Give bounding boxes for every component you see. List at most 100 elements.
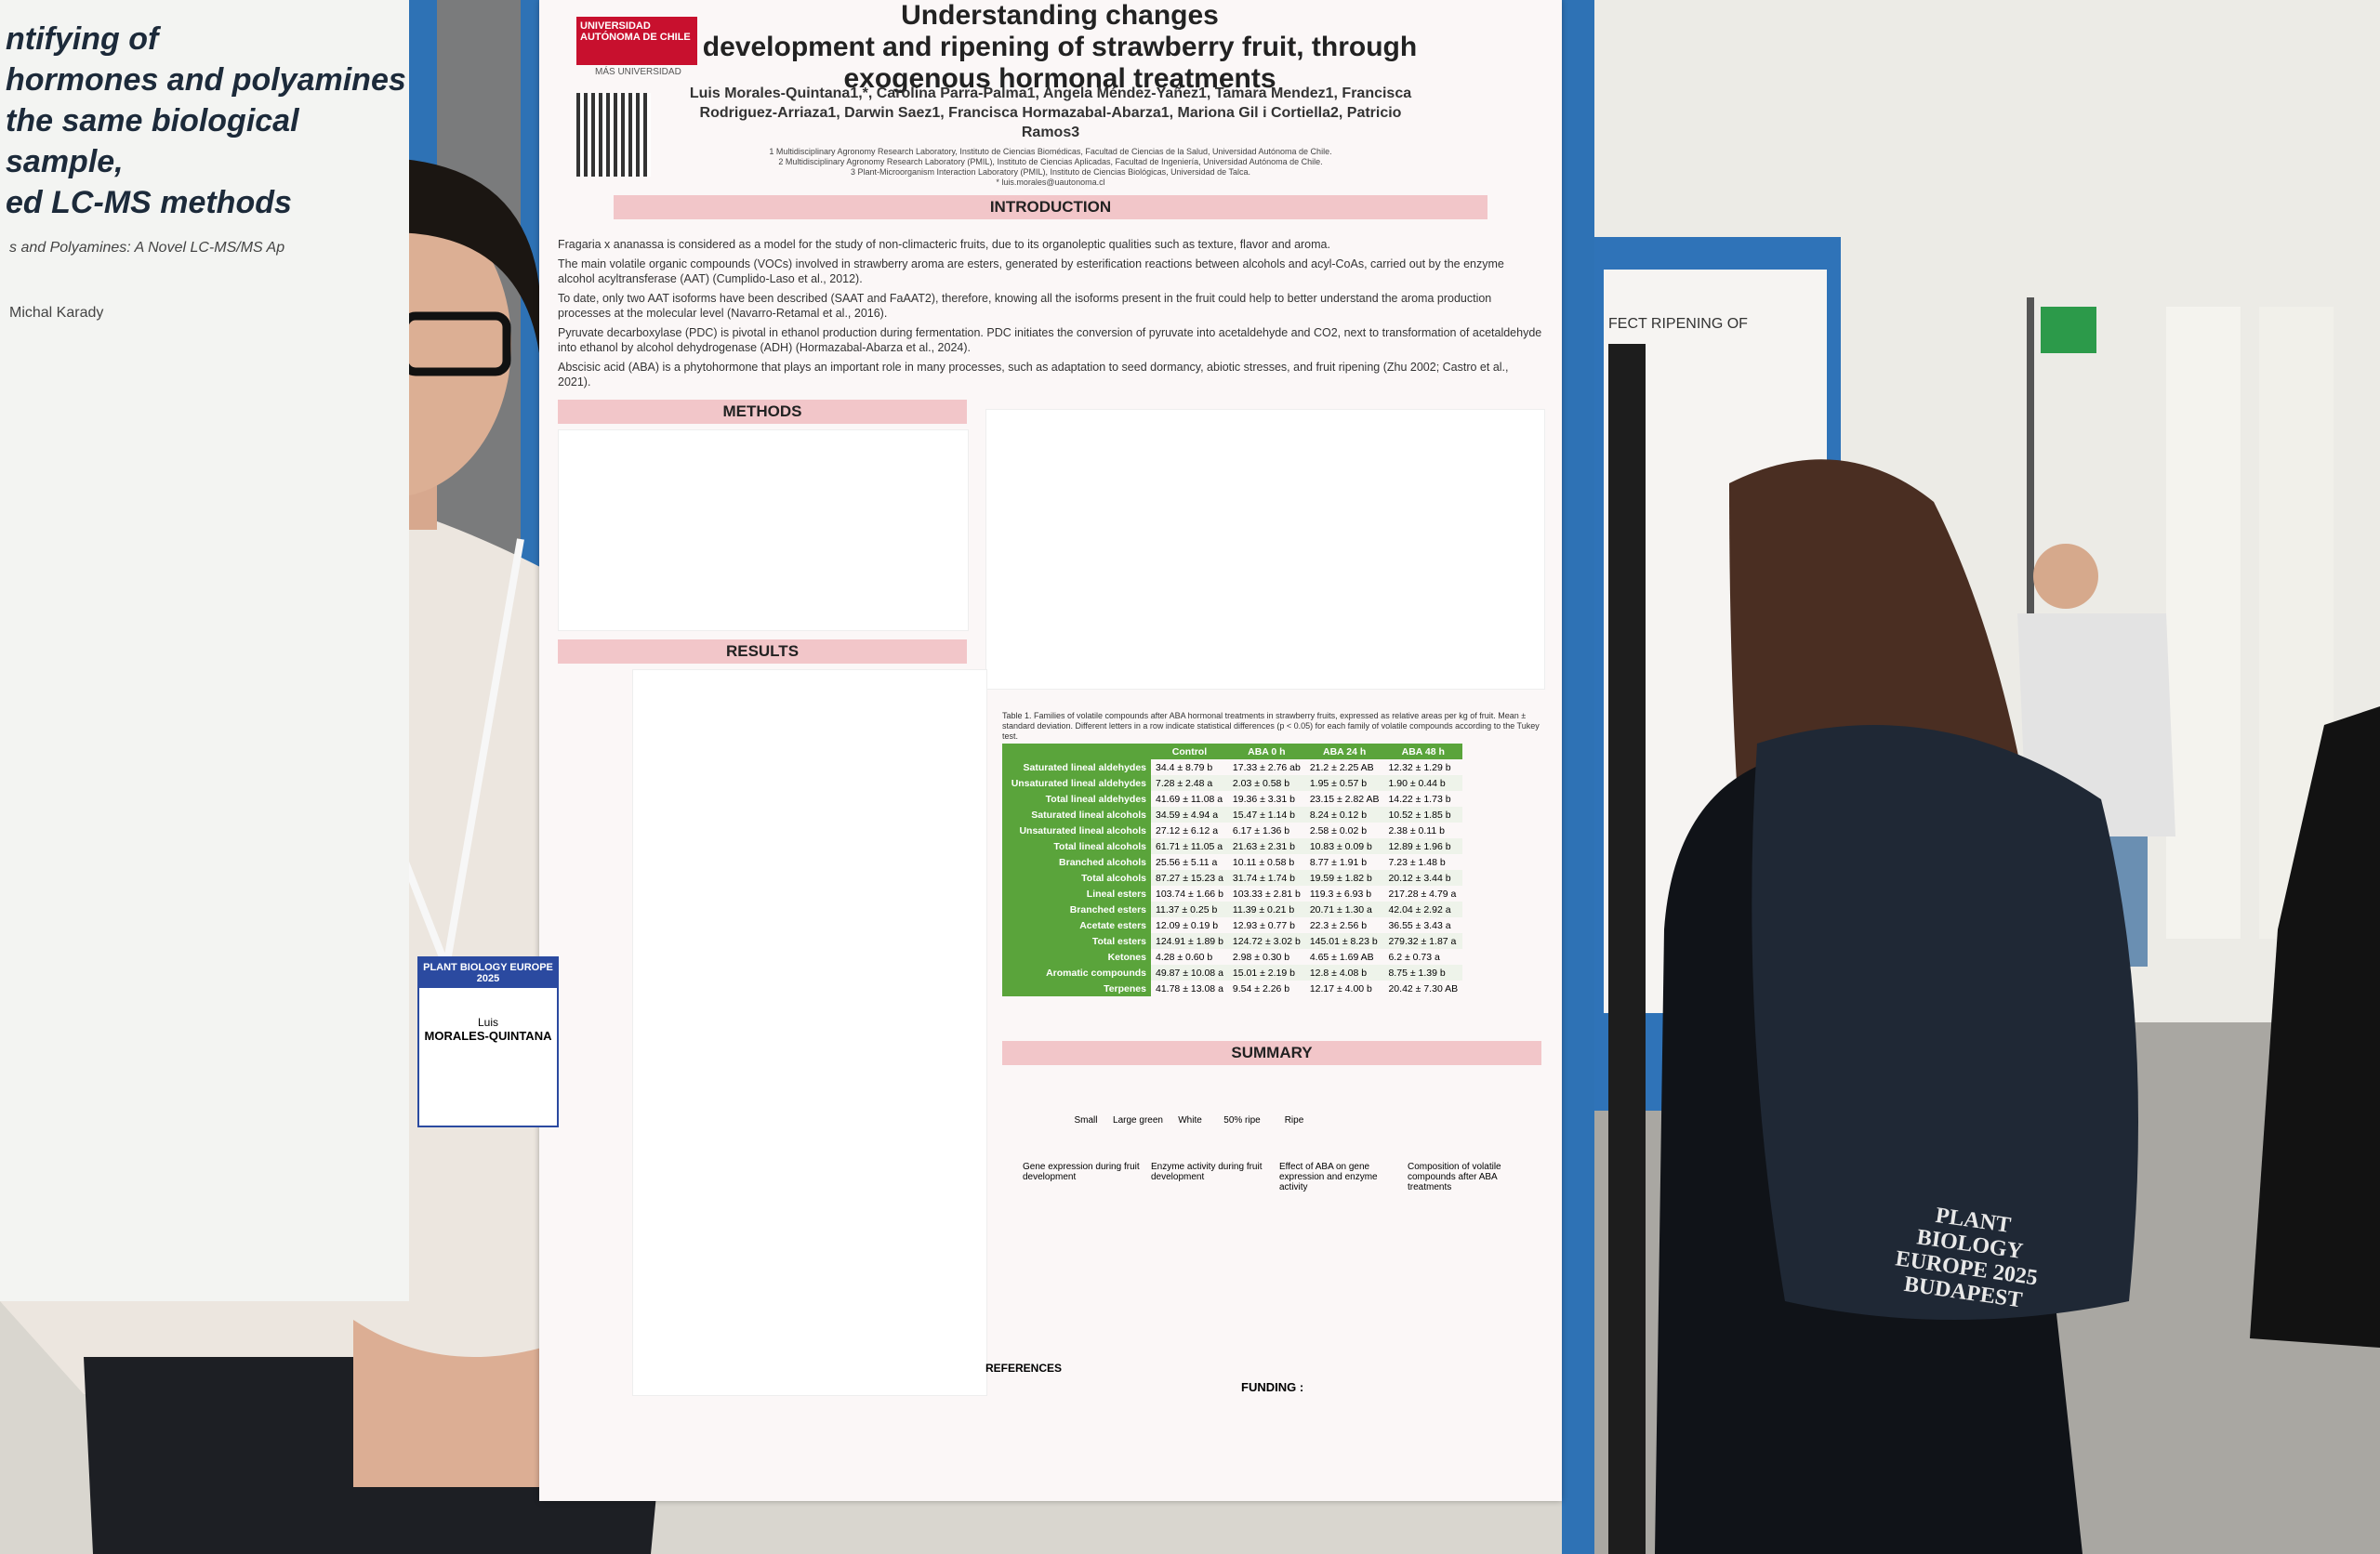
- table-cell: 11.37 ± 0.25 b: [1151, 902, 1228, 917]
- left-poster-title: ntifying of hormones and polyamines the sa…: [0, 0, 409, 223]
- table-header-row: Control ABA 0 h ABA 24 h ABA 48 h: [1002, 744, 1463, 759]
- row-name: Saturated lineal alcohols: [1002, 807, 1151, 823]
- summary-label: Enzyme activity during fruit development: [1151, 1162, 1263, 1182]
- table-cell: 61.71 ± 11.05 a: [1151, 838, 1228, 854]
- title-line: development and ripening of strawberry f…: [702, 32, 1418, 62]
- summary-label: Composition of volatile compounds after …: [1408, 1162, 1501, 1192]
- row-name: Aromatic compounds: [1002, 965, 1151, 981]
- table-cell: 12.93 ± 0.77 b: [1232, 919, 1295, 931]
- table-cell: 11.39 ± 0.21 b: [1227, 902, 1305, 917]
- exit-sign: [2041, 307, 2096, 353]
- person-dress: [2250, 706, 2380, 1348]
- table-cell: 7.28 ± 2.48 a: [1151, 775, 1228, 791]
- table-cell: 8.77 ± 1.91 b: [1309, 856, 1368, 868]
- introduction: Fragaria x ananassa is considered as a m…: [558, 237, 1543, 394]
- row-name: Saturated lineal aldehydes: [1002, 759, 1151, 775]
- fruit-stage: Ripe: [1284, 1115, 1304, 1126]
- row-name: Ketones: [1002, 949, 1151, 965]
- right-poster-title: FECT RIPENING OF: [1608, 316, 1748, 332]
- badge-last-name: MORALES-QUINTANA: [424, 1029, 552, 1043]
- table-header: ABA 0 h: [1227, 744, 1305, 759]
- table-cell: 6.2 ± 0.73 a: [1388, 951, 1440, 963]
- intro-bullet: Pyruvate decarboxylase (PDC) is pivotal …: [558, 326, 1542, 354]
- table-header: ABA 48 h: [1383, 744, 1463, 759]
- university-tagline: MÁS UNIVERSIDAD: [595, 67, 681, 77]
- table-corner: [1002, 744, 1151, 759]
- expression-figure: [985, 409, 1545, 690]
- summary-label: Effect of ABA on gene expression and enz…: [1279, 1162, 1378, 1192]
- table-row: Total esters 124.91 ± 1.89 b 124.72 ± 3.02…: [1002, 933, 1463, 949]
- left-poster-subtitle: s and Polyamines: A Novel LC-MS/MS Ap: [9, 240, 285, 256]
- backpack-print: PLANT BIOLOGY EUROPE 2025 BUDAPEST: [1891, 1199, 2046, 1314]
- poster-board-frame: [1562, 0, 1594, 1554]
- intro-bullet: To date, only two AAT isoforms have been…: [558, 292, 1492, 320]
- table-cell: 87.27 ± 15.23 a: [1151, 870, 1228, 886]
- table-row: Saturated lineal aldehydes 34.4 ± 8.79 b 1…: [1002, 759, 1462, 775]
- table-cell: 34.4 ± 8.79 b: [1156, 761, 1213, 773]
- table-cell: 124.72 ± 3.02 b: [1227, 933, 1305, 949]
- table-cell: 41.78 ± 13.08 a: [1156, 982, 1223, 994]
- table-cell: 8.24 ± 0.12 b: [1304, 807, 1384, 823]
- table-caption: Table 1. Families of volatile compounds …: [1002, 711, 1540, 741]
- intro-bullet: Abscisic acid (ABA) is a phytohormone th…: [558, 361, 1509, 388]
- row-name: Lineal esters: [1002, 886, 1151, 902]
- table-row: Branched esters 11.37 ± 0.25 b 11.39 ± 0.2…: [1002, 902, 1463, 917]
- summary-labels: Gene expression during fruit development…: [1023, 1162, 1543, 1273]
- section-heading: RESULTS: [558, 639, 967, 664]
- title-line: Understanding changes: [901, 0, 1219, 31]
- volatile-table: Control ABA 0 h ABA 24 h ABA 48 h Saturated …: [1002, 744, 1463, 996]
- table-cell: 103.33 ± 2.81 b: [1232, 888, 1301, 900]
- title-line: ntifying of: [6, 21, 159, 57]
- table-cell: 49.87 ± 10.08 a: [1151, 965, 1228, 981]
- table-row: Total lineal aldehydes 41.69 ± 11.08 a 19.…: [1002, 791, 1462, 807]
- backpack: [1752, 725, 2138, 1320]
- summary-label: Gene expression during fruit development: [1023, 1162, 1140, 1182]
- person-head: [2033, 544, 2098, 609]
- table-row: Unsaturated lineal alcohols 27.12 ± 6.12 …: [1002, 823, 1462, 838]
- table-cell: 145.01 ± 8.23 b: [1304, 933, 1384, 949]
- table-row: Total alcohols 87.27 ± 15.23 a 31.74 ± 1.7…: [1002, 870, 1463, 886]
- fruit-stages: Small Large green White 50% ripe Ripe: [1060, 1115, 1339, 1152]
- table-cell: 25.56 ± 5.11 a: [1156, 856, 1218, 868]
- affiliation: 1 Multidisciplinary Agronomy Research La…: [769, 147, 1332, 156]
- table-cell: 10.11 ± 0.58 b: [1232, 856, 1295, 868]
- table-cell: 12.32 ± 1.29 b: [1388, 761, 1451, 773]
- table-cell: 20.71 ± 1.30 a: [1304, 902, 1384, 917]
- table-cell: 12.89 ± 1.96 b: [1383, 838, 1463, 854]
- table-cell: 10.83 ± 0.09 b: [1304, 838, 1384, 854]
- section-heading: FUNDING :: [1241, 1380, 1304, 1394]
- fruit-stage: 50% ripe: [1223, 1115, 1261, 1126]
- table-row: Terpenes 41.78 ± 13.08 a 9.54 ± 2.26 b 12.1…: [1002, 981, 1462, 996]
- table-row: Aromatic compounds 49.87 ± 10.08 a 15.01 ±…: [1002, 965, 1463, 981]
- table-cell: 19.36 ± 3.31 b: [1232, 793, 1295, 805]
- university-logo: UNIVERSIDAD AUTÓNOMA DE CHILE: [576, 17, 697, 65]
- table-row: Total lineal alcohols 61.71 ± 11.05 a 21.6…: [1002, 838, 1463, 854]
- authors: Luis Morales-Quintana1,*, Carolina Parra…: [689, 86, 1412, 140]
- table-cell: 20.42 ± 7.30 AB: [1388, 982, 1459, 994]
- pillar: [2166, 307, 2241, 939]
- table-row: Ketones 4.28 ± 0.60 b 2.98 ± 0.30 b 4.65 ± …: [1002, 949, 1462, 965]
- row-name: Branched esters: [1002, 902, 1151, 917]
- fruit-stage: Small: [1074, 1115, 1098, 1126]
- title-line: exogenous hormonal treatments: [843, 63, 1276, 94]
- table-cell: 12.17 ± 4.00 b: [1309, 982, 1372, 994]
- table-header: ABA 24 h: [1304, 744, 1384, 759]
- section-heading: METHODS: [558, 400, 967, 424]
- table-cell: 15.47 ± 1.14 b: [1227, 807, 1305, 823]
- table-row: Branched alcohols 25.56 ± 5.11 a 10.11 ± 0…: [1002, 854, 1462, 870]
- table-cell: 31.74 ± 1.74 b: [1227, 870, 1305, 886]
- table-cell: 36.55 ± 3.43 a: [1388, 919, 1451, 931]
- table-header: Control: [1151, 744, 1228, 759]
- table-cell: 8.75 ± 1.39 b: [1383, 965, 1463, 981]
- table-cell: 217.28 ± 4.79 a: [1388, 888, 1457, 900]
- table-cell: 2.58 ± 0.02 b: [1309, 824, 1368, 836]
- row-name: Terpenes: [1002, 981, 1151, 996]
- left-poster: ntifying of hormones and polyamines the sa…: [0, 0, 409, 1301]
- table-cell: 9.54 ± 2.26 b: [1232, 982, 1290, 994]
- table-cell: 12.8 ± 4.08 b: [1304, 965, 1384, 981]
- affiliation: * luis.morales@uautonoma.cl: [996, 178, 1105, 187]
- stand-pole: [1608, 344, 1646, 1554]
- badge-first-name: Luis: [477, 1016, 498, 1029]
- title-line: hormones and polyamines: [6, 62, 406, 98]
